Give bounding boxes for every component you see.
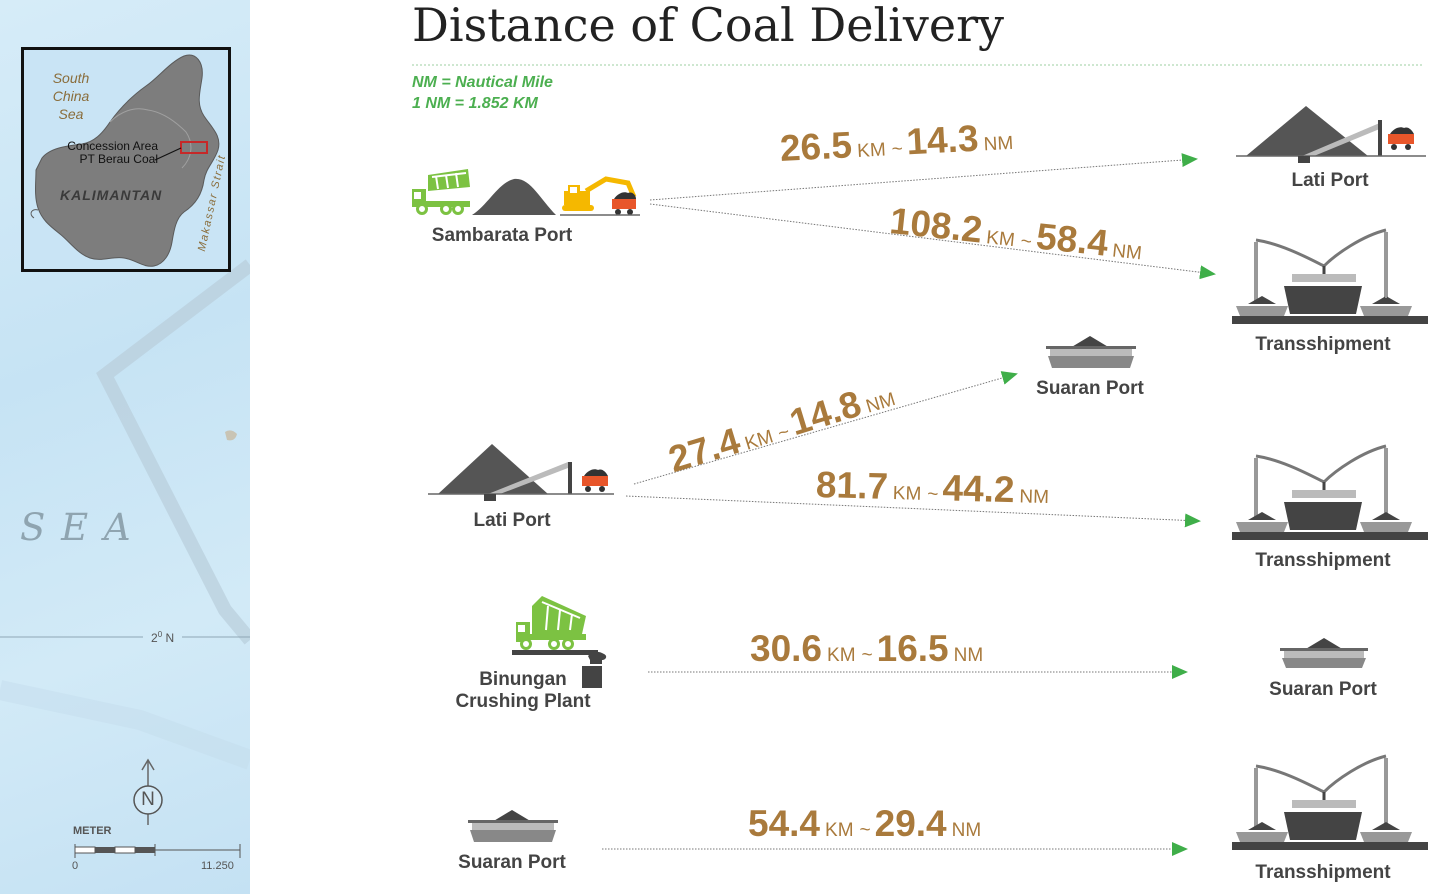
route-4-nm: 44.2 [942,467,1016,511]
lati-port-dest-icon [1236,106,1426,163]
route-1-tilde: ~ [891,138,904,161]
route-line-1 [649,153,1198,201]
route-6-tilde: ~ [859,820,871,841]
route-4-tilde: ~ [927,483,939,506]
route-line-4 [625,495,1201,528]
route-5-nm: 16.5 [876,628,949,669]
concession-line-2: PT Berau Coal [79,152,159,166]
source-lati-label: Lati Port [473,510,551,531]
north-icon: N [141,789,155,810]
binungan-plant-icon [512,596,607,688]
route-5-tilde: ~ [861,645,873,666]
source-suaran-label: Suaran Port [458,852,566,873]
route-3-nm-unit: NM [863,388,898,418]
island-label: KALIMANTAN [60,187,163,203]
route-2-nm-unit: NM [1111,240,1143,265]
route-1-nm: 14.3 [905,117,980,163]
route-6-distance: 54.4 KM ~29.4 NM [748,803,987,845]
suaran-port-dest-icon-1 [1046,336,1136,368]
route-6-nm: 29.4 [874,803,947,844]
route-1-nm-unit: NM [983,132,1014,156]
route-6-km: 54.4 [748,803,821,844]
route-line-3 [633,371,1018,485]
binungan-line-1: Binungan [479,669,567,690]
latitude-label: 20 N [151,630,174,645]
route-4-km-unit: KM [892,483,922,505]
green-truck-icon [516,596,586,650]
inset-sea-line-3: Sea [58,106,84,122]
route-4-nm-unit: NM [1019,486,1050,509]
legend-line-1: NM = Nautical Mile [412,74,553,91]
route-6-km-unit: KM [825,820,854,841]
dest-trans1-label: Transshipment [1255,334,1391,355]
title-rule [412,64,1422,66]
route-2-km-unit: KM [985,227,1016,252]
route-5-km-unit: KM [827,645,856,666]
route-3-tilde: ~ [775,421,793,445]
scale-min: 0 [72,860,79,872]
dest-trans2-label: Transshipment [1255,550,1391,571]
sambarata-port-icon [412,169,640,216]
coal-cart-icon [612,192,636,215]
inset-sea-label: South China Sea [35,69,107,123]
dest-suaran1-label: Suaran Port [1036,378,1144,399]
map-sidebar: South China Sea Concession Area PT Berau… [0,0,250,894]
dump-truck-icon [412,169,470,215]
latitude-suffix: N [162,631,175,645]
page-title: Distance of Coal Delivery [412,0,1005,52]
sea-map-background [0,259,250,858]
route-5-distance: 30.6 KM ~16.5 NM [750,628,989,670]
route-5-nm-unit: NM [953,645,984,666]
route-1-km-unit: KM [856,139,887,162]
concession-label: Concession Area PT Berau Coal [54,140,158,166]
sea-label: S E A [20,506,133,549]
source-sambarata-label: Sambarata Port [431,225,573,246]
dest-trans3-label: Transshipment [1255,862,1391,883]
transshipment-icon-3 [1232,754,1428,850]
scale-max: 11.250 [201,860,234,872]
inset-map: South China Sea Concession Area PT Berau… [21,47,231,272]
inset-sea-line-2: China [52,88,90,104]
dest-suaran2-label: Suaran Port [1269,679,1377,700]
delivery-diagram: Distance of Coal Delivery NM = Nautical … [250,0,1450,894]
route-5-km: 30.6 [750,628,823,669]
lati-port-source-icon [428,444,614,501]
route-4-km: 81.7 [815,464,889,507]
transshipment-icon-1 [1232,228,1428,324]
binungan-line-2: Crushing Plant [455,691,591,712]
route-3-km-unit: KM [742,426,776,455]
route-4-distance: 81.7 KM ~44.2 NM [815,464,1055,512]
dest-lati-label: Lati Port [1291,170,1369,191]
borneo-island-shape [30,54,220,267]
inset-sea-line-1: South [52,70,90,86]
route-2-km: 108.2 [887,200,985,251]
route-2-nm: 58.4 [1034,215,1111,264]
legend-line-2: 1 NM = 1.852 KM [412,95,538,112]
route-lines [602,153,1216,856]
route-1-km: 26.5 [778,124,853,169]
source-binungan-label: Binungan Crushing Plant [455,669,590,713]
suaran-port-dest-icon-2 [1280,638,1368,668]
coal-pile-icon [472,178,556,215]
concession-line-1: Concession Area [67,139,158,153]
transshipment-icon-2 [1232,444,1428,540]
route-6-nm-unit: NM [951,820,982,841]
latitude-value: 2 [151,631,158,645]
scale-unit: METER [73,825,112,837]
excavator-icon [562,176,637,211]
route-2-tilde: ~ [1019,230,1033,253]
suaran-port-source-icon [468,810,558,842]
latitude-degree: 0 [157,630,163,639]
